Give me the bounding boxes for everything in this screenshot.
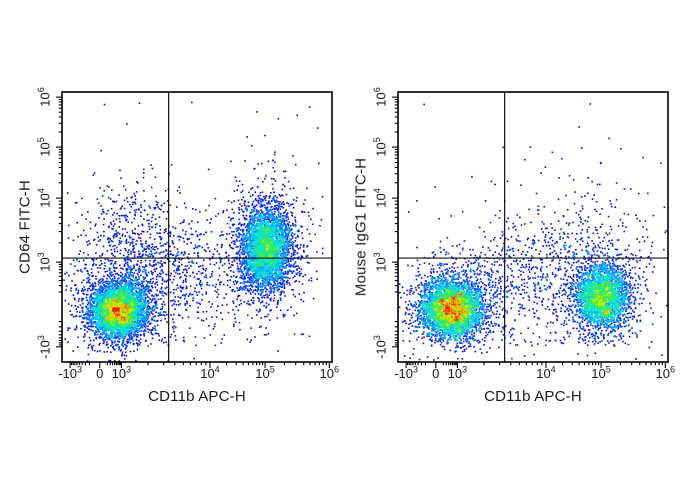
density-plot-canvas-isotype (336, 0, 680, 420)
y-tick-label: 105 (36, 137, 53, 157)
x-tick-label: 105 (591, 364, 611, 381)
panel-cd64: CD64 FITC-H CD11b APC-H -103 0 103 104 105 10… (0, 0, 344, 420)
y-tick-label: -103 (372, 334, 389, 359)
x-tick-label: 0 (432, 366, 440, 381)
panel-isotype: Mouse IgG1 FITC-H CD11b APC-H -103 0 103 10… (336, 0, 680, 490)
y-tick-label: 106 (372, 87, 389, 107)
y-tick-label: 106 (36, 87, 53, 107)
y-tick-label: -103 (36, 334, 53, 359)
y-tick-label: 103 (36, 252, 53, 272)
x-axis-title-left: CD11b APC-H (148, 388, 246, 405)
x-tick-label: 0 (96, 366, 104, 381)
x-tick-label: -103 (394, 364, 418, 381)
y-tick-label: 105 (372, 137, 389, 157)
x-axis-title-right: CD11b APC-H (484, 388, 582, 405)
y-tick-label: 103 (372, 252, 389, 272)
y-tick-label: 104 (372, 188, 389, 208)
x-tick-label: -103 (58, 364, 82, 381)
y-tick-label: 104 (36, 188, 53, 208)
x-tick-label: 103 (111, 364, 132, 381)
y-axis-title-cd64: CD64 FITC-H (16, 180, 34, 274)
x-tick-label: 103 (447, 364, 468, 381)
x-tick-label: 104 (536, 364, 556, 381)
x-tick-label: 104 (200, 364, 220, 381)
x-tick-label: 106 (655, 364, 676, 381)
x-tick-label: 105 (255, 364, 275, 381)
density-plot-canvas-cd64 (0, 0, 344, 420)
y-axis-title-isotype: Mouse IgG1 FITC-H (352, 157, 370, 297)
